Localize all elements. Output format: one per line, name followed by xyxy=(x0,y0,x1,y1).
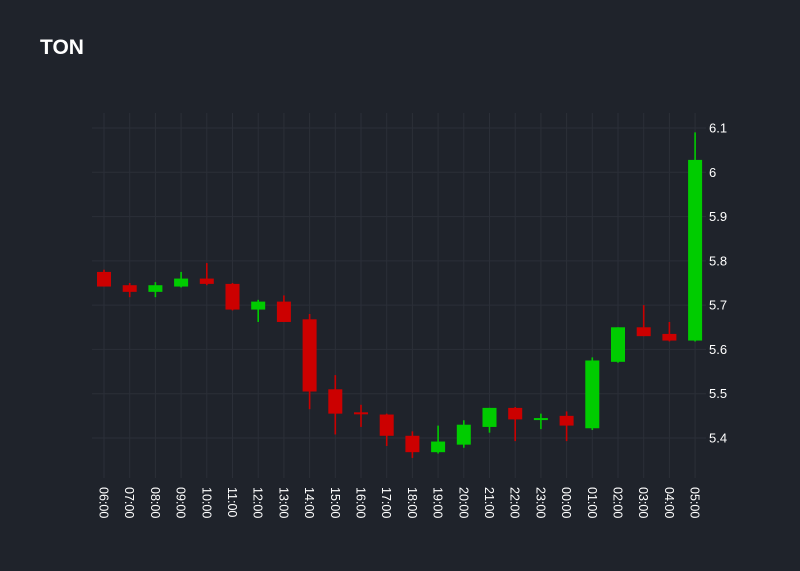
x-tick-label: 06:00 xyxy=(97,487,111,518)
x-tick-label: 18:00 xyxy=(405,487,419,518)
candles xyxy=(97,132,703,458)
x-tick-label: 10:00 xyxy=(199,487,213,518)
y-tick-label: 6 xyxy=(709,165,716,180)
candle-body xyxy=(662,333,677,341)
candle-body xyxy=(508,407,523,420)
x-tick-label: 21:00 xyxy=(482,487,496,518)
candle-body xyxy=(122,285,137,292)
candle-body xyxy=(431,441,446,453)
x-tick-label: 20:00 xyxy=(456,487,470,518)
candle-body xyxy=(405,435,420,453)
candle-body xyxy=(533,418,548,421)
x-tick-label: 05:00 xyxy=(688,487,702,518)
candle-body xyxy=(482,407,497,427)
y-tick-label: 5.4 xyxy=(709,431,727,446)
y-axis-ticks: 5.4 5.5 5.6 5.7 5.8 5.9 6 6.1 xyxy=(709,121,727,446)
x-tick-label: 01:00 xyxy=(585,487,599,518)
candle-body xyxy=(199,278,214,284)
y-tick-label: 6.1 xyxy=(709,121,727,136)
candle-body xyxy=(559,415,574,426)
candle-body xyxy=(302,319,317,392)
candle-body xyxy=(225,283,240,310)
x-tick-label: 17:00 xyxy=(379,487,393,518)
chart-title: TON xyxy=(40,36,84,59)
candle-body xyxy=(585,360,600,429)
candle-body xyxy=(276,301,291,322)
x-tick-label: 22:00 xyxy=(508,487,522,518)
x-axis-ticks: 06:00 07:00 08:00 09:00 10:00 11:00 12:00 13:00… xyxy=(97,487,702,518)
candle-body xyxy=(379,414,394,436)
x-tick-label: 12:00 xyxy=(251,487,265,518)
x-tick-label: 09:00 xyxy=(174,487,188,518)
candle-body xyxy=(251,301,266,310)
x-tick-label: 23:00 xyxy=(533,487,547,518)
y-tick-label: 5.7 xyxy=(709,298,727,313)
candle-body xyxy=(688,159,703,341)
x-tick-label: 07:00 xyxy=(122,487,136,518)
x-tick-label: 15:00 xyxy=(328,487,342,518)
x-tick-label: 14:00 xyxy=(302,487,316,518)
x-tick-label: 13:00 xyxy=(276,487,290,518)
candle-body xyxy=(328,389,343,414)
candle-body xyxy=(636,327,651,337)
y-tick-label: 5.9 xyxy=(709,209,727,224)
y-tick-label: 5.5 xyxy=(709,386,727,401)
candle-body xyxy=(148,285,163,292)
grid-lines xyxy=(92,113,706,478)
x-tick-label: 19:00 xyxy=(431,487,445,518)
candle-body xyxy=(611,327,625,362)
x-tick-label: 02:00 xyxy=(611,487,625,518)
candle-body xyxy=(174,278,189,287)
x-tick-label: 00:00 xyxy=(559,487,573,518)
candle-body xyxy=(354,412,368,415)
candle-body xyxy=(456,424,471,445)
y-tick-label: 5.8 xyxy=(709,253,727,268)
candle-body xyxy=(97,271,111,287)
x-tick-label: 04:00 xyxy=(662,487,676,518)
x-tick-label: 08:00 xyxy=(148,487,162,518)
x-tick-label: 11:00 xyxy=(225,487,239,517)
x-tick-label: 03:00 xyxy=(636,487,650,518)
y-tick-label: 5.6 xyxy=(709,342,727,357)
x-tick-label: 16:00 xyxy=(354,487,368,518)
